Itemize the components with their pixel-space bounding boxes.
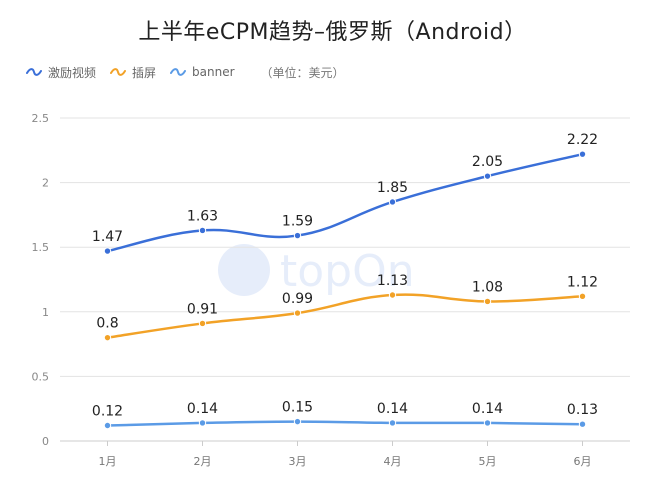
y-tick-label: 1 (42, 306, 49, 319)
data-label-rewarded-video: 2.22 (567, 132, 598, 148)
grid-layer (60, 117, 630, 442)
legend-label-interstitial: 插屏 (132, 65, 157, 80)
data-point-interstitial (388, 291, 397, 299)
x-tick-label: 1月 (99, 455, 117, 468)
legend-swatch-rewarded-video (26, 68, 42, 76)
chart-legend: 激励视频 插屏 banner （单位：美元） (26, 62, 345, 82)
data-label-banner: 0.12 (92, 403, 123, 419)
data-point-banner (578, 420, 587, 428)
data-point-rewarded-video (578, 150, 587, 158)
watermark-text: topOn (280, 246, 415, 297)
data-point-banner (198, 419, 207, 427)
series-layer (103, 150, 587, 430)
data-label-interstitial: 0.91 (187, 301, 218, 317)
data-label-interstitial: 1.13 (377, 273, 408, 289)
legend-swatch-interstitial (110, 68, 127, 76)
data-label-rewarded-video: 2.05 (472, 154, 503, 170)
data-point-interstitial (483, 297, 492, 306)
x-tick-label: 3月 (289, 455, 307, 468)
data-label-interstitial: 1.12 (567, 274, 598, 290)
data-label-banner: 0.13 (567, 402, 598, 418)
data-label-rewarded-video: 1.85 (377, 180, 408, 196)
x-tick-label: 5月 (479, 455, 497, 468)
data-label-banner: 0.14 (187, 401, 218, 417)
data-point-banner (103, 421, 112, 430)
data-point-interstitial (578, 292, 587, 300)
data-point-rewarded-video (198, 226, 207, 235)
axis-layer: 0 0.5 1 1.5 2 2.5 1月 2月 3月 4月 5月 6月 (32, 112, 592, 468)
data-point-rewarded-video (483, 172, 492, 180)
legend-label-rewarded-video: 激励视频 (48, 65, 97, 80)
data-point-rewarded-video (293, 231, 302, 240)
data-point-interstitial (103, 333, 112, 342)
series-line-interstitial (106, 293, 584, 339)
x-tick-label: 2月 (194, 455, 212, 468)
legend-label-banner: banner (192, 65, 235, 79)
data-label-rewarded-video: 1.59 (282, 214, 313, 230)
x-tick-label: 6月 (574, 455, 592, 468)
data-label-rewarded-video: 1.47 (92, 229, 123, 245)
y-tick-label: 2 (42, 177, 49, 190)
data-point-banner (388, 419, 397, 427)
data-point-rewarded-video (103, 247, 112, 255)
series-line-banner (106, 420, 584, 427)
data-label-rewarded-video: 1.63 (187, 208, 218, 224)
unit-label: （单位：美元） (260, 65, 345, 80)
data-point-interstitial (293, 309, 302, 317)
data-point-rewarded-video (388, 198, 397, 206)
data-label-interstitial: 0.8 (96, 316, 118, 332)
y-tick-label: 1.5 (32, 241, 50, 254)
y-tick-label: 0.5 (32, 370, 50, 383)
series-line-rewarded-video (106, 152, 584, 253)
data-label-banner: 0.15 (282, 400, 313, 416)
watermark-logo: topOn (218, 244, 415, 297)
y-tick-label: 0 (42, 435, 49, 448)
data-point-interstitial (198, 319, 207, 328)
data-label-interstitial: 1.08 (472, 279, 503, 295)
legend-item-rewarded-video[interactable]: 激励视频 (26, 64, 96, 81)
data-label-interstitial: 0.99 (282, 291, 313, 307)
label-layer: 1.47 1.63 1.59 1.85 2.05 2.22 0.8 0.91 0.99 1.13 1… (92, 132, 598, 419)
y-tick-label: 2.5 (32, 112, 50, 125)
legend-item-interstitial[interactable]: 插屏 (110, 64, 156, 81)
data-label-banner: 0.14 (377, 401, 408, 417)
data-point-banner (293, 417, 302, 426)
x-tick-label: 4月 (384, 455, 402, 468)
legend-item-banner[interactable]: banner (170, 65, 235, 79)
data-label-banner: 0.14 (472, 401, 503, 417)
data-point-banner (483, 419, 492, 427)
legend-swatch-banner (170, 68, 187, 76)
chart-title: 上半年eCPM趋势–俄罗斯（Android） (138, 20, 527, 45)
